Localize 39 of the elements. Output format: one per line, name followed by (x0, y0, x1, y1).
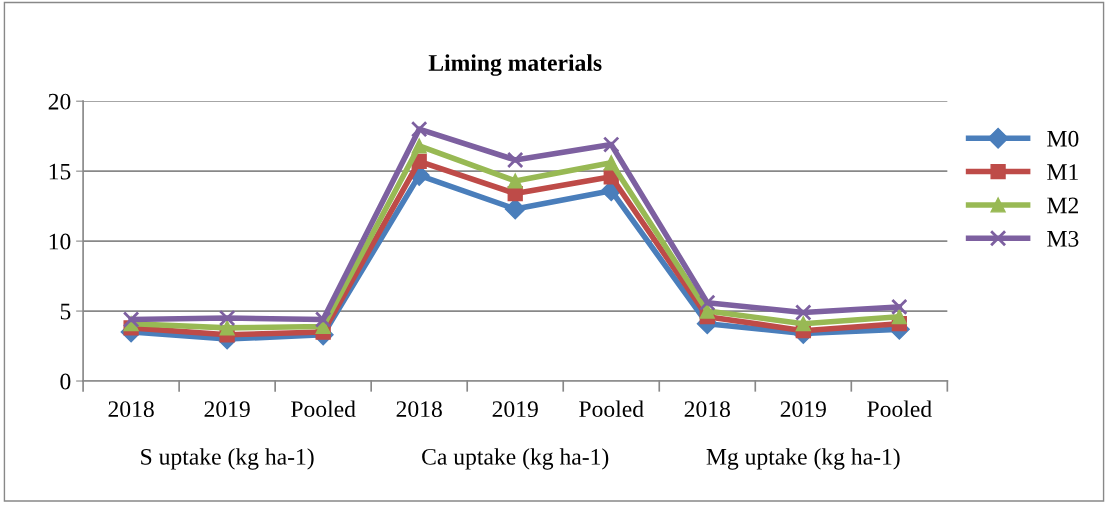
point (411, 138, 427, 154)
point (506, 151, 524, 169)
x-tick-label: Pooled (291, 400, 356, 418)
y-tick-label: 20 (48, 93, 71, 110)
point (890, 298, 908, 316)
y-tick-label: 10 (49, 233, 71, 250)
point (699, 303, 715, 319)
legend-label: M2 (1047, 197, 1078, 214)
x-tick-label: Pooled (579, 400, 644, 418)
x-tick-label: 2018 (396, 401, 442, 418)
y-tick-label: 5 (60, 303, 71, 320)
chart-title: Liming materials (428, 54, 602, 76)
text: Mg uptake (kg ha-1) (706, 448, 900, 470)
x-tick-label: Pooled (867, 400, 932, 418)
x-tick-label: 2019 (204, 401, 250, 418)
point (504, 198, 526, 220)
point (218, 309, 236, 327)
text: S uptake (kg ha-1) (141, 448, 314, 470)
x-tick-label: 2018 (108, 401, 154, 418)
legend-label: M3 (1047, 230, 1079, 247)
point (698, 294, 716, 311)
y-tick-label: 0 (60, 373, 71, 390)
x-tick-label: 2018 (684, 401, 730, 418)
point (794, 304, 812, 321)
text: Ca uptake (kg ha-1) (422, 448, 609, 470)
point (410, 120, 428, 138)
y-tick-label: 15 (49, 163, 71, 180)
x-tick-label: 2019 (492, 401, 538, 418)
point (507, 173, 523, 189)
point (219, 320, 235, 336)
point (602, 136, 620, 153)
legend-label: M0 (1047, 130, 1079, 147)
point (122, 311, 140, 328)
legend-label: M1 (1047, 164, 1078, 180)
x-tick-label: 2019 (780, 401, 826, 418)
point (891, 309, 907, 325)
point (314, 311, 332, 328)
point (603, 155, 619, 171)
point (795, 316, 811, 332)
